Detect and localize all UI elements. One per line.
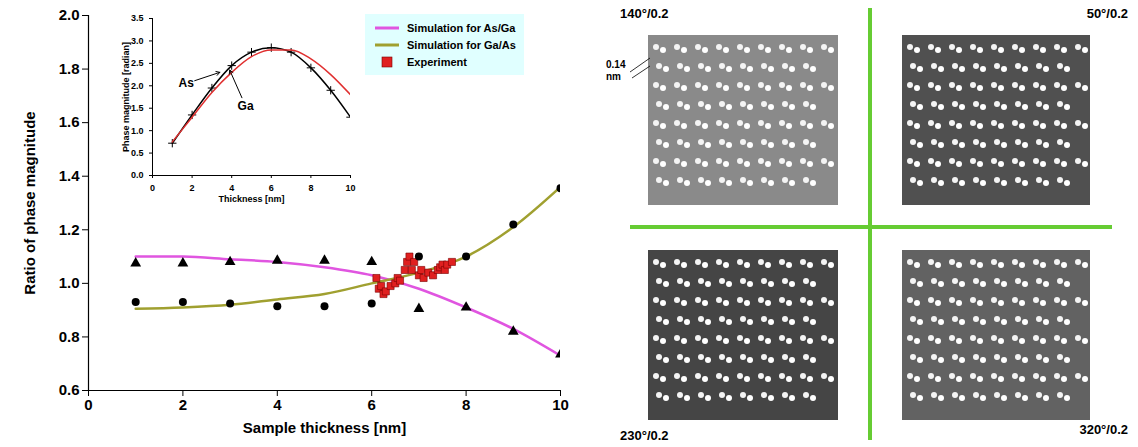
svg-text:8: 8: [308, 183, 313, 193]
svg-text:8: 8: [462, 396, 470, 413]
svg-text:0: 0: [150, 183, 155, 193]
svg-text:1.0: 1.0: [131, 126, 144, 136]
svg-text:1.0: 1.0: [59, 274, 80, 291]
svg-text:50°/0.2: 50°/0.2: [1087, 6, 1128, 21]
svg-text:0.14nm: 0.14nm: [606, 59, 626, 82]
svg-text:1.4: 1.4: [59, 167, 81, 184]
svg-text:As: As: [178, 76, 194, 90]
svg-text:0: 0: [84, 396, 92, 413]
svg-text:Thickness [nm]: Thickness [nm]: [218, 194, 284, 204]
html-text:Experiment: Experiment: [407, 55, 467, 68]
svg-text:1.8: 1.8: [59, 60, 80, 77]
svg-text:10: 10: [345, 183, 355, 193]
svg-text:2.5: 2.5: [131, 58, 144, 68]
svg-text:1.2: 1.2: [59, 221, 80, 238]
html-text:Simulation for As/Ga: Simulation for As/Ga: [407, 21, 516, 34]
svg-text:4: 4: [229, 183, 234, 193]
svg-text:4: 4: [273, 396, 282, 413]
svg-text:140°/0.2: 140°/0.2: [620, 6, 669, 21]
svg-text:0.6: 0.6: [59, 381, 80, 398]
svg-text:3.0: 3.0: [131, 36, 144, 46]
svg-text:0.8: 0.8: [59, 328, 80, 345]
svg-text:Sample thickness [nm]: Sample thickness [nm]: [243, 419, 406, 436]
svg-text:Ga: Ga: [238, 99, 254, 113]
svg-text:Phase magnitude [radian]: Phase magnitude [radian]: [121, 42, 131, 152]
svg-text:2.0: 2.0: [59, 6, 80, 23]
svg-text:1.6: 1.6: [59, 113, 80, 130]
svg-text:Ratio of phase magnitude: Ratio of phase magnitude: [21, 111, 38, 294]
svg-text:10: 10: [552, 396, 569, 413]
svg-text:0.0: 0.0: [131, 170, 144, 180]
svg-text:1.5: 1.5: [131, 103, 144, 113]
svg-text:2: 2: [179, 396, 187, 413]
html-text:Simulation for Ga/As: Simulation for Ga/As: [407, 38, 516, 51]
svg-text:0.5: 0.5: [131, 148, 144, 158]
svg-text:3.5: 3.5: [131, 13, 144, 23]
svg-text:2.0: 2.0: [131, 81, 144, 91]
svg-text:6: 6: [269, 183, 274, 193]
svg-text:230°/0.2: 230°/0.2: [620, 428, 669, 443]
svg-text:320°/0.2: 320°/0.2: [1079, 422, 1128, 437]
svg-text:6: 6: [368, 396, 376, 413]
svg-text:2: 2: [190, 183, 195, 193]
